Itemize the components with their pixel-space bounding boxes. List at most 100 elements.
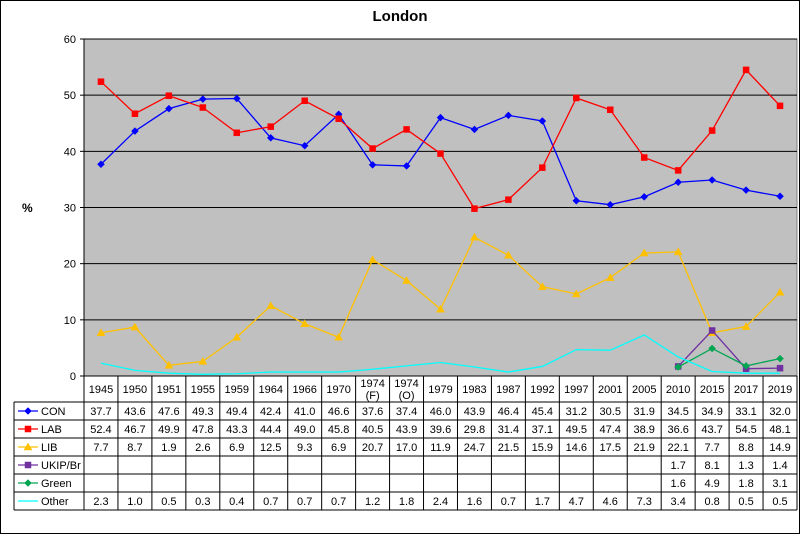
chart-title: London: [372, 8, 428, 25]
data-label-other: 0.5: [161, 496, 176, 508]
data-point-lab: [369, 145, 376, 152]
y-tick-label: 50: [64, 90, 76, 102]
data-label-lib: 7.7: [704, 442, 719, 454]
x-tick-label: 2010: [666, 384, 690, 396]
data-point-con: [504, 111, 513, 120]
data-label-other: 3.4: [671, 496, 686, 508]
data-label-con: 45.4: [532, 406, 553, 418]
data-label-lab: 54.5: [735, 424, 756, 436]
data-label-lib: 9.3: [297, 442, 312, 454]
data-label-lib: 22.1: [667, 442, 688, 454]
data-label-con: 33.1: [735, 406, 756, 418]
data-label-lab: 47.8: [192, 424, 213, 436]
data-point-green: [776, 354, 784, 363]
data-point-lib: [130, 322, 140, 331]
data-label-lib: 14.9: [769, 442, 790, 454]
data-point-con: [572, 196, 581, 205]
data-point-con: [742, 186, 750, 194]
data-point-con: [674, 178, 683, 187]
data-label-con: 46.6: [328, 406, 349, 418]
data-label-lab: 37.1: [532, 424, 553, 436]
x-tick-label: 1970: [326, 384, 350, 396]
data-label-con: 37.7: [90, 406, 111, 418]
data-label-lib: 21.5: [498, 442, 519, 454]
data-point-lab: [742, 66, 750, 74]
data-label-other: 1.2: [365, 496, 380, 508]
x-tick-label: 1950: [123, 384, 147, 396]
data-point-lab: [640, 154, 648, 161]
x-tick-label: 1974: [360, 378, 384, 390]
data-point-lab: [199, 104, 207, 111]
data-label-lib: 7.7: [93, 442, 108, 454]
data-label-other: 1.6: [467, 496, 482, 508]
data-label-lab: 38.9: [634, 424, 655, 436]
data-label-con: 30.5: [600, 406, 621, 418]
x-tick-label: 1992: [530, 384, 554, 396]
data-point-lab: [573, 94, 580, 102]
data-label-lab: 43.7: [701, 424, 722, 436]
data-label-lab: 44.4: [260, 424, 281, 436]
data-label-other: 0.7: [263, 496, 278, 508]
data-point-lib: [436, 304, 445, 313]
legend-marker-lab: [24, 425, 32, 433]
data-point-con: [266, 133, 275, 142]
y-tick-label: 10: [64, 315, 76, 327]
data-point-con: [232, 94, 241, 103]
data-label-con: 34.5: [667, 406, 688, 418]
data-point-ukip-br: [776, 364, 784, 372]
data-label-lab: 49.9: [158, 424, 179, 436]
data-label-other: 0.7: [331, 496, 346, 508]
data-label-con: 37.4: [396, 406, 417, 418]
x-tick-label: 1945: [89, 384, 113, 396]
y-tick-label: 40: [64, 146, 76, 158]
x-tick-label: 1997: [564, 384, 588, 396]
data-point-lab: [776, 102, 784, 110]
x-tick-label: 2005: [632, 384, 656, 396]
data-label-con: 32.0: [769, 406, 790, 418]
data-point-con: [402, 162, 411, 170]
data-label-ukip-br: 1.3: [738, 460, 753, 472]
data-point-lib: [741, 322, 751, 330]
data-label-lab: 36.6: [667, 424, 688, 436]
data-point-lib: [96, 328, 106, 337]
x-tick-label: 1959: [225, 384, 249, 396]
data-label-lib: 8.8: [738, 442, 753, 454]
data-point-con: [300, 141, 309, 150]
data-label-con: 46.0: [430, 406, 451, 418]
legend-label-ukip-br: UKIP/Br: [41, 460, 81, 472]
data-label-lib: 24.7: [464, 442, 485, 454]
data-point-con: [165, 104, 173, 113]
data-point-lib: [537, 282, 547, 290]
data-point-con: [131, 127, 139, 135]
data-label-con: 49.4: [226, 406, 247, 418]
data-label-other: 0.7: [297, 496, 312, 508]
y-tick-label: 30: [64, 203, 76, 215]
data-point-lib: [266, 301, 276, 310]
data-label-other: 7.3: [637, 496, 652, 508]
data-point-green: [742, 362, 750, 370]
x-tick-label: 1983: [462, 384, 486, 396]
data-label-con: 41.0: [294, 406, 315, 418]
data-label-con: 37.6: [362, 406, 383, 418]
data-point-lib: [300, 319, 310, 328]
legend-label-lib: LIB: [41, 442, 58, 454]
data-label-other: 2.3: [93, 496, 108, 508]
x-tick-label: 2019: [768, 384, 792, 396]
data-point-lib: [198, 356, 208, 365]
data-point-green: [674, 363, 683, 371]
data-label-green: 1.6: [671, 478, 686, 490]
data-label-ukip-br: 1.4: [772, 460, 787, 472]
x-tick-label: 2017: [734, 384, 758, 396]
data-label-con: 46.4: [498, 406, 519, 418]
data-point-con: [436, 113, 445, 122]
data-label-ukip-br: 1.7: [671, 460, 686, 472]
data-label-lab: 40.5: [362, 424, 383, 436]
data-label-lab: 39.6: [430, 424, 451, 436]
x-tick-label: 1955: [191, 384, 215, 396]
data-label-lib: 14.6: [566, 442, 587, 454]
legend-marker-ukip-br: [24, 461, 32, 469]
data-point-lab: [539, 164, 546, 171]
data-label-con: 34.9: [701, 406, 722, 418]
data-label-other: 0.5: [738, 496, 753, 508]
x-tick-label: 2001: [598, 384, 622, 396]
